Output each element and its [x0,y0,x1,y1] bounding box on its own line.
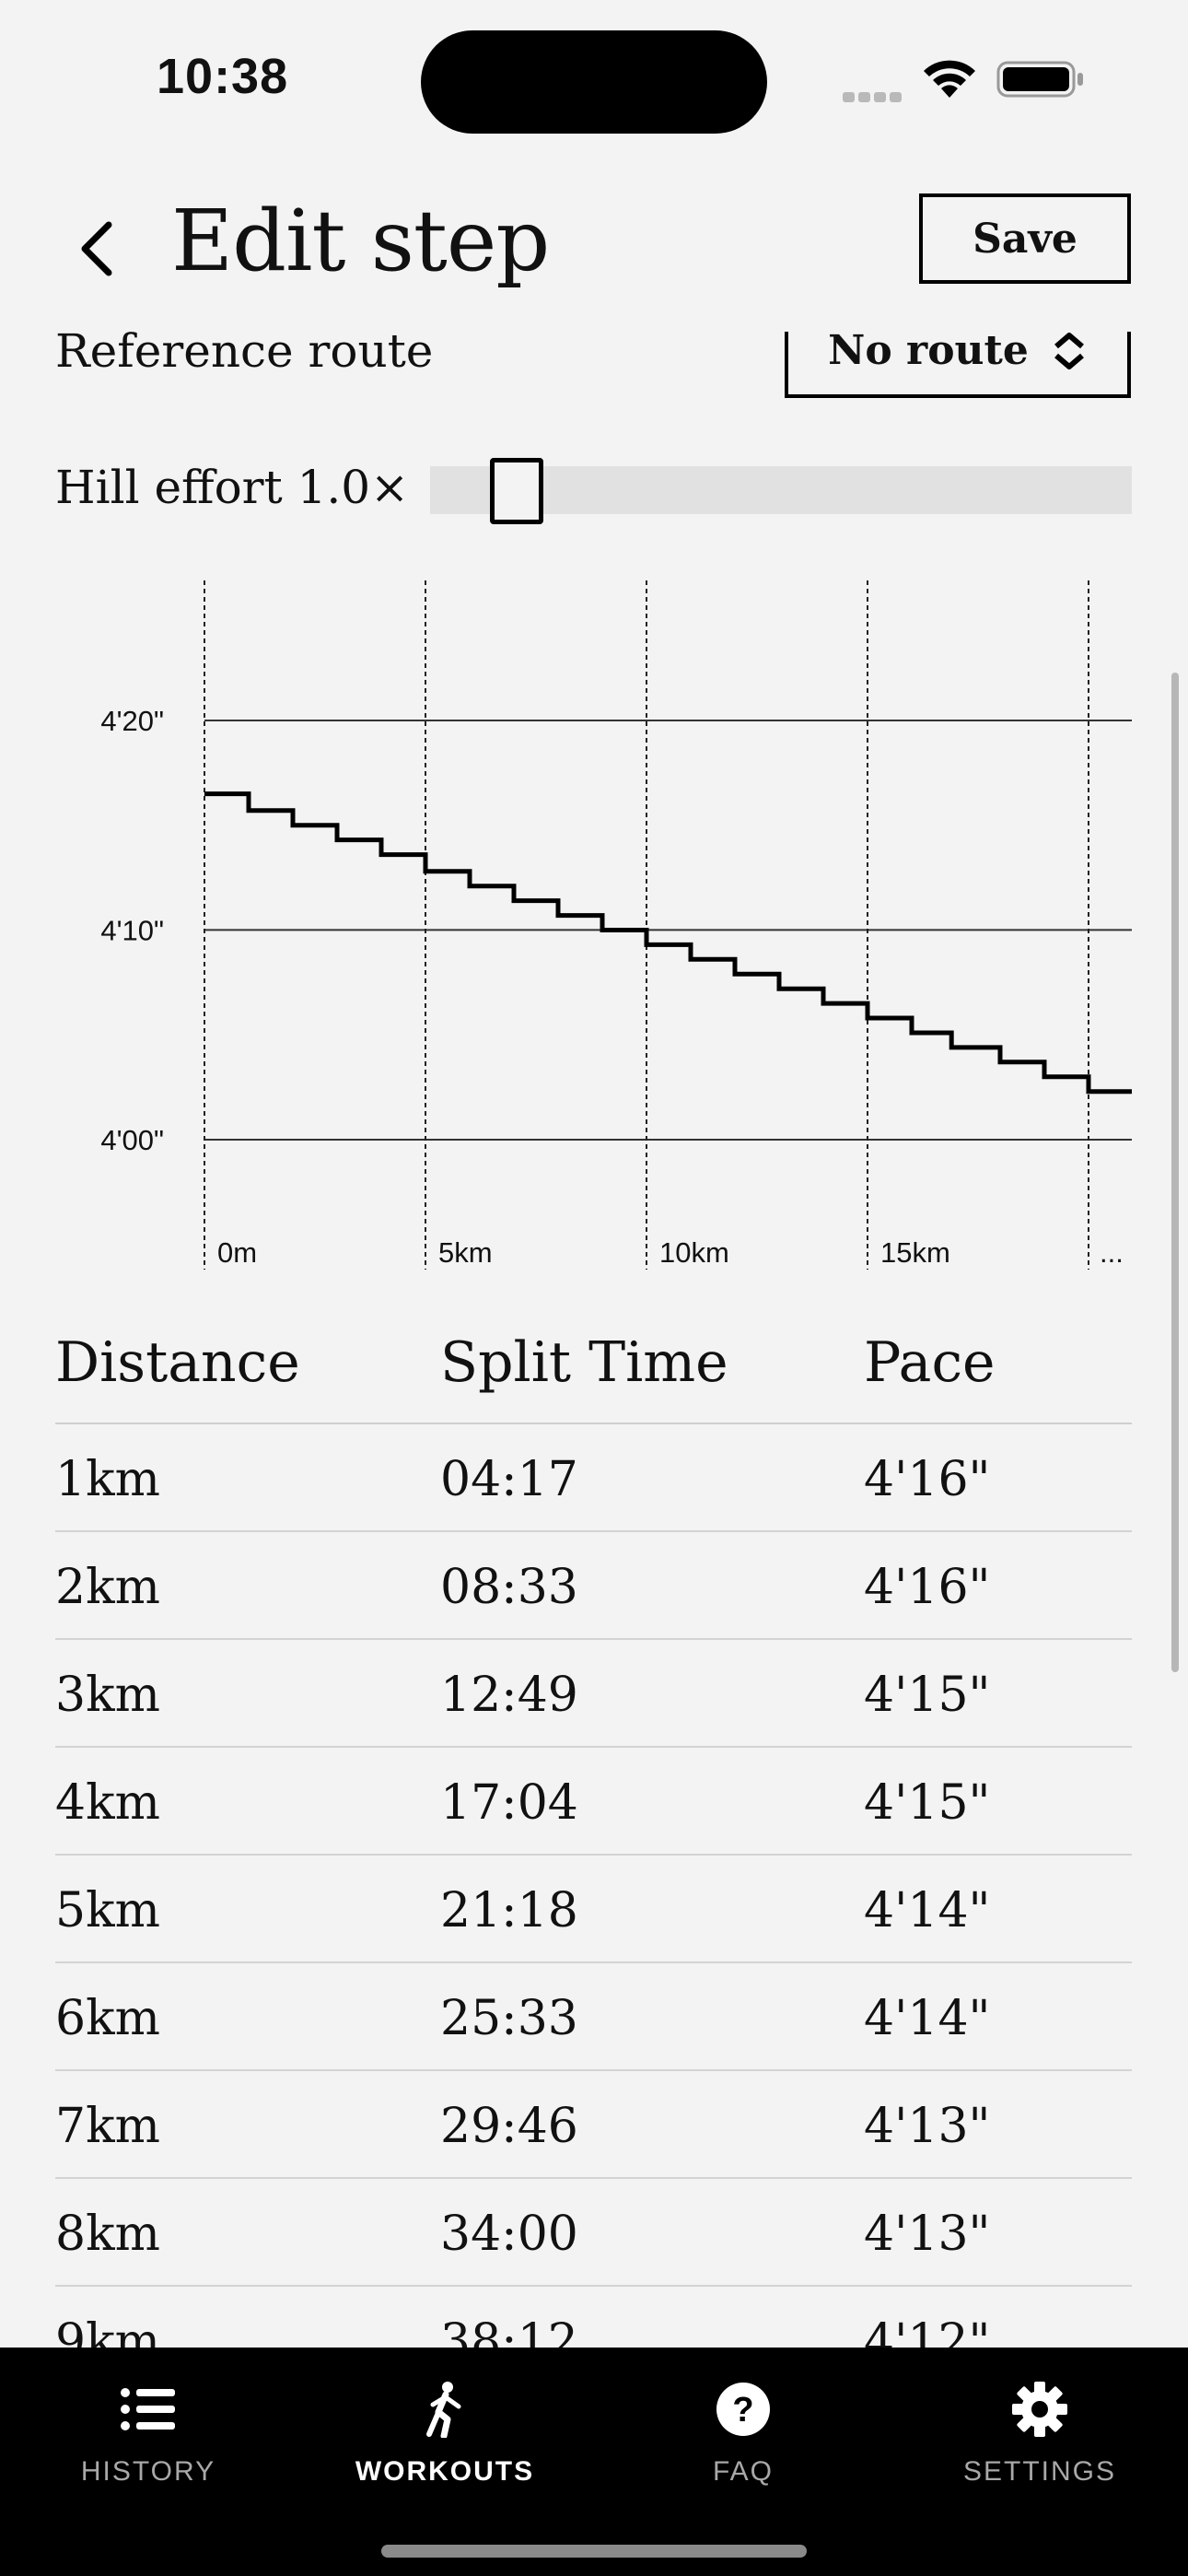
tab-workouts[interactable]: WORKOUTS [297,2348,593,2532]
table-row: 8km 34:00 4'13" [55,2179,1132,2287]
pace-chart: 4'00" 4'10" 4'20" 0m 5km 10km 15km... [100,580,1132,1270]
tab-label: SETTINGS [962,2456,1116,2487]
reference-route-label: Reference route [55,324,434,378]
tab-settings[interactable]: SETTINGS [891,2348,1188,2532]
cell-split-time: 34:00 [440,2207,578,2262]
cellular-icon [843,88,905,106]
save-button[interactable]: Save [919,193,1131,284]
table-row: 1km 04:17 4'16" [55,1424,1132,1532]
slider-thumb[interactable] [490,458,543,524]
cell-pace: 4'16" [864,1452,991,1507]
table-row: 9km 38:12 4'12" [55,2287,1132,2348]
cell-distance: 1km [55,1452,160,1507]
cell-split-time: 25:33 [440,1991,578,2046]
scroll-content[interactable]: Reference route No route Hill effort 1.0… [0,0,1188,2348]
cell-distance: 6km [55,1991,160,2046]
table-row: 3km 12:49 4'15" [55,1640,1132,1748]
cell-distance: 4km [55,1775,160,1831]
cell-pace: 4'13" [864,2099,991,2154]
x-tick-label: 5km [438,1236,493,1269]
route-select[interactable]: No route [785,306,1131,398]
cell-pace: 4'15" [864,1775,991,1831]
list-icon [121,2388,175,2430]
cell-split-time: 38:12 [440,2314,578,2348]
hill-effort-slider[interactable] [430,466,1132,514]
cell-split-time: 12:49 [440,1668,578,1723]
cell-split-time: 17:04 [440,1775,578,1831]
cell-pace: 4'14" [864,1883,991,1938]
x-tick-label: 15km [880,1236,950,1269]
cell-split-time: 21:18 [440,1883,578,1938]
tab-label: FAQ [712,2456,774,2487]
page-title: Edit step [171,192,550,290]
tab-history[interactable]: HISTORY [0,2348,297,2532]
cell-distance: 2km [55,1560,160,1615]
svg-text:?: ? [732,2391,753,2430]
route-select-value: No route [828,326,1029,374]
table-row: 5km 21:18 4'14" [55,1856,1132,1963]
tab-label: HISTORY [80,2456,216,2487]
table-row: 6km 25:33 4'14" [55,1963,1132,2071]
tab-bar: HISTORY WORKOUTS ? FAQ [0,2348,1188,2576]
cell-pace: 4'14" [864,1991,991,2046]
cell-pace: 4'13" [864,2207,991,2262]
y-tick-label: 4'00" [100,1124,164,1156]
splits-table: Distance Split Time Pace 1km 04:17 4'16" 2k… [55,1317,1132,2348]
x-tick-label: 0m [217,1236,257,1269]
tab-faq[interactable]: ? FAQ [595,2348,891,2532]
status-bar: 10:38 [0,0,1188,157]
y-tick-label: 4'20" [100,705,164,737]
column-header-distance: Distance [55,1330,300,1395]
column-header-split-time: Split Time [440,1330,728,1395]
cell-pace: 4'15" [864,1668,991,1723]
status-time: 10:38 [157,49,289,104]
table-row: 2km 08:33 4'16" [55,1532,1132,1640]
scrollbar[interactable] [1171,673,1179,1672]
home-indicator [381,2545,807,2558]
battery-icon [996,61,1083,98]
cell-split-time: 08:33 [440,1560,578,1615]
pace-series-line [204,791,1132,1095]
cell-split-time: 04:17 [440,1452,578,1507]
table-row: 4km 17:04 4'15" [55,1748,1132,1856]
y-tick-label: 4'10" [100,914,164,946]
cell-distance: 9km [55,2314,160,2348]
cell-split-time: 29:46 [440,2099,578,2154]
cell-distance: 7km [55,2099,160,2154]
column-header-pace: Pace [864,1330,996,1395]
nav-header: Edit step Save [0,157,1188,332]
table-header: Distance Split Time Pace [55,1317,1132,1424]
table-row: 7km 29:46 4'13" [55,2071,1132,2179]
back-icon[interactable] [72,219,123,278]
cell-pace: 4'16" [864,1560,991,1615]
wifi-icon [924,60,975,98]
cell-distance: 3km [55,1668,160,1723]
cell-distance: 8km [55,2207,160,2262]
gear-icon [1012,2382,1067,2437]
cell-distance: 5km [55,1883,160,1938]
x-tick-label: 10km [659,1236,729,1269]
question-icon: ? [716,2383,770,2436]
runner-icon [426,2382,461,2438]
cell-pace: 4'12" [864,2314,991,2348]
chevron-up-down-icon [1054,333,1084,369]
hill-effort-label: Hill effort 1.0× [55,461,409,514]
x-tick-label: ... [1100,1236,1124,1269]
dynamic-island [421,30,767,134]
tab-label: WORKOUTS [355,2456,535,2487]
